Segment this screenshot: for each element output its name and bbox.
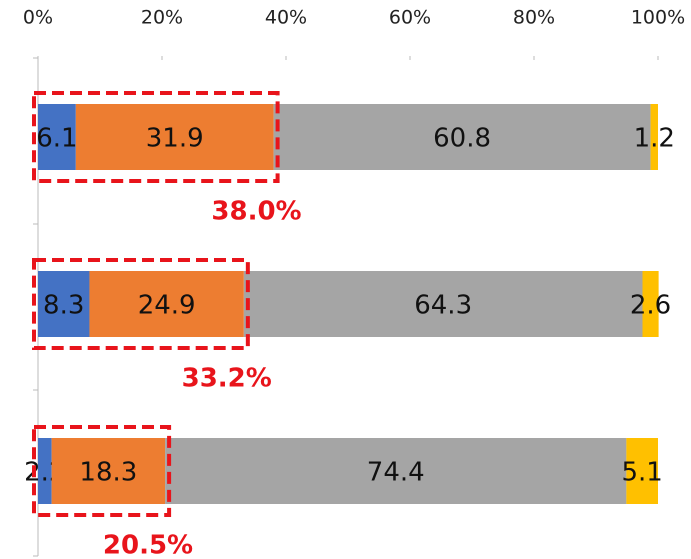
data-label: 6.1 bbox=[36, 124, 77, 154]
highlight-box bbox=[32, 91, 280, 183]
x-tick-label: 40% bbox=[265, 7, 307, 29]
data-label: 24.9 bbox=[138, 291, 196, 321]
x-tick-label: 100% bbox=[631, 7, 685, 29]
x-tick-label: 0% bbox=[23, 7, 53, 29]
bar-segment bbox=[51, 438, 166, 504]
bar-segment bbox=[243, 271, 643, 337]
x-tick-label: 80% bbox=[513, 7, 555, 29]
data-label: 18.3 bbox=[79, 458, 137, 488]
bar-segment bbox=[165, 438, 627, 504]
bar-segment bbox=[38, 104, 76, 170]
bar-segment bbox=[75, 104, 274, 170]
highlight-box bbox=[32, 425, 172, 517]
annotation: 38.0% bbox=[211, 197, 301, 227]
data-label: 1.2 bbox=[634, 124, 675, 154]
annotation: 20.5% bbox=[103, 531, 193, 559]
data-label: 60.8 bbox=[433, 124, 491, 154]
bar-segment bbox=[642, 271, 659, 337]
data-label: 74.4 bbox=[367, 458, 425, 488]
bar-segment bbox=[38, 271, 90, 337]
data-label: 8.3 bbox=[43, 291, 84, 321]
data-label: 5.1 bbox=[622, 458, 663, 488]
bar-segment bbox=[650, 104, 658, 170]
data-label: 2.6 bbox=[630, 291, 671, 321]
bar-segment bbox=[273, 104, 651, 170]
bar-segment bbox=[38, 438, 52, 504]
x-tick-label: 60% bbox=[389, 7, 431, 29]
highlight-box bbox=[32, 258, 250, 350]
x-tick-label: 20% bbox=[141, 7, 183, 29]
bar-segment bbox=[626, 438, 658, 504]
bar-segment bbox=[89, 271, 244, 337]
data-label: 64.3 bbox=[414, 291, 472, 321]
annotation: 33.2% bbox=[182, 364, 272, 394]
data-label: 31.9 bbox=[146, 124, 204, 154]
